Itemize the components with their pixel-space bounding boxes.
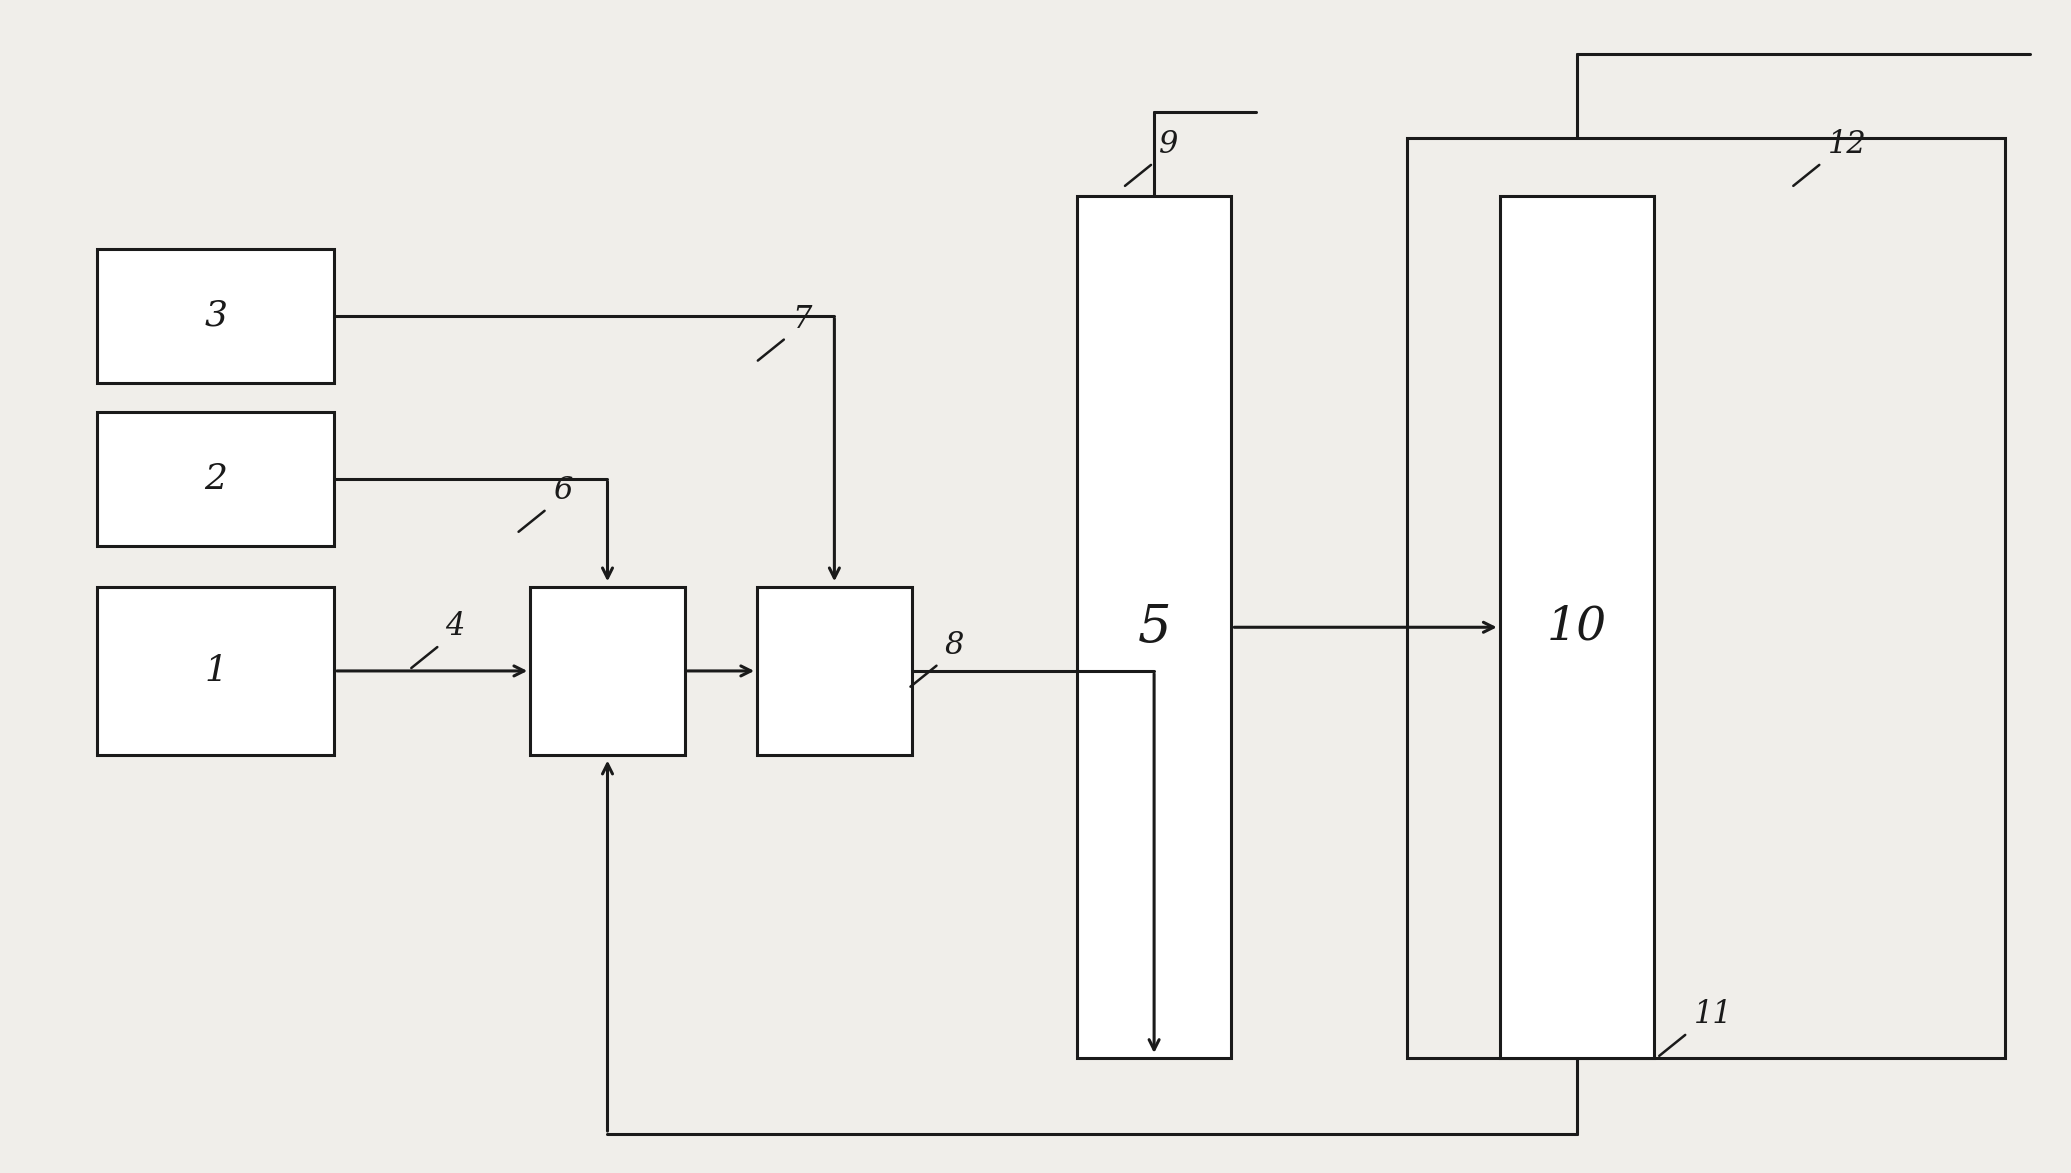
Text: 9: 9 bbox=[1160, 129, 1178, 161]
Bar bbox=[97, 586, 333, 755]
Text: 12: 12 bbox=[1827, 129, 1866, 161]
Bar bbox=[1499, 196, 1655, 1058]
Bar bbox=[97, 249, 333, 382]
Text: 4: 4 bbox=[445, 611, 466, 643]
Text: 5: 5 bbox=[1137, 602, 1170, 652]
Text: 2: 2 bbox=[205, 462, 228, 496]
Text: 7: 7 bbox=[791, 304, 812, 335]
Text: 6: 6 bbox=[553, 475, 572, 506]
Text: 11: 11 bbox=[1694, 999, 1731, 1030]
Text: 10: 10 bbox=[1547, 604, 1607, 650]
Text: 8: 8 bbox=[944, 630, 965, 662]
Text: 3: 3 bbox=[205, 299, 228, 333]
Bar bbox=[97, 412, 333, 545]
Bar bbox=[1406, 138, 2005, 1058]
Bar bbox=[530, 586, 686, 755]
Text: 1: 1 bbox=[205, 653, 228, 687]
Bar bbox=[1077, 196, 1232, 1058]
Bar bbox=[758, 586, 911, 755]
